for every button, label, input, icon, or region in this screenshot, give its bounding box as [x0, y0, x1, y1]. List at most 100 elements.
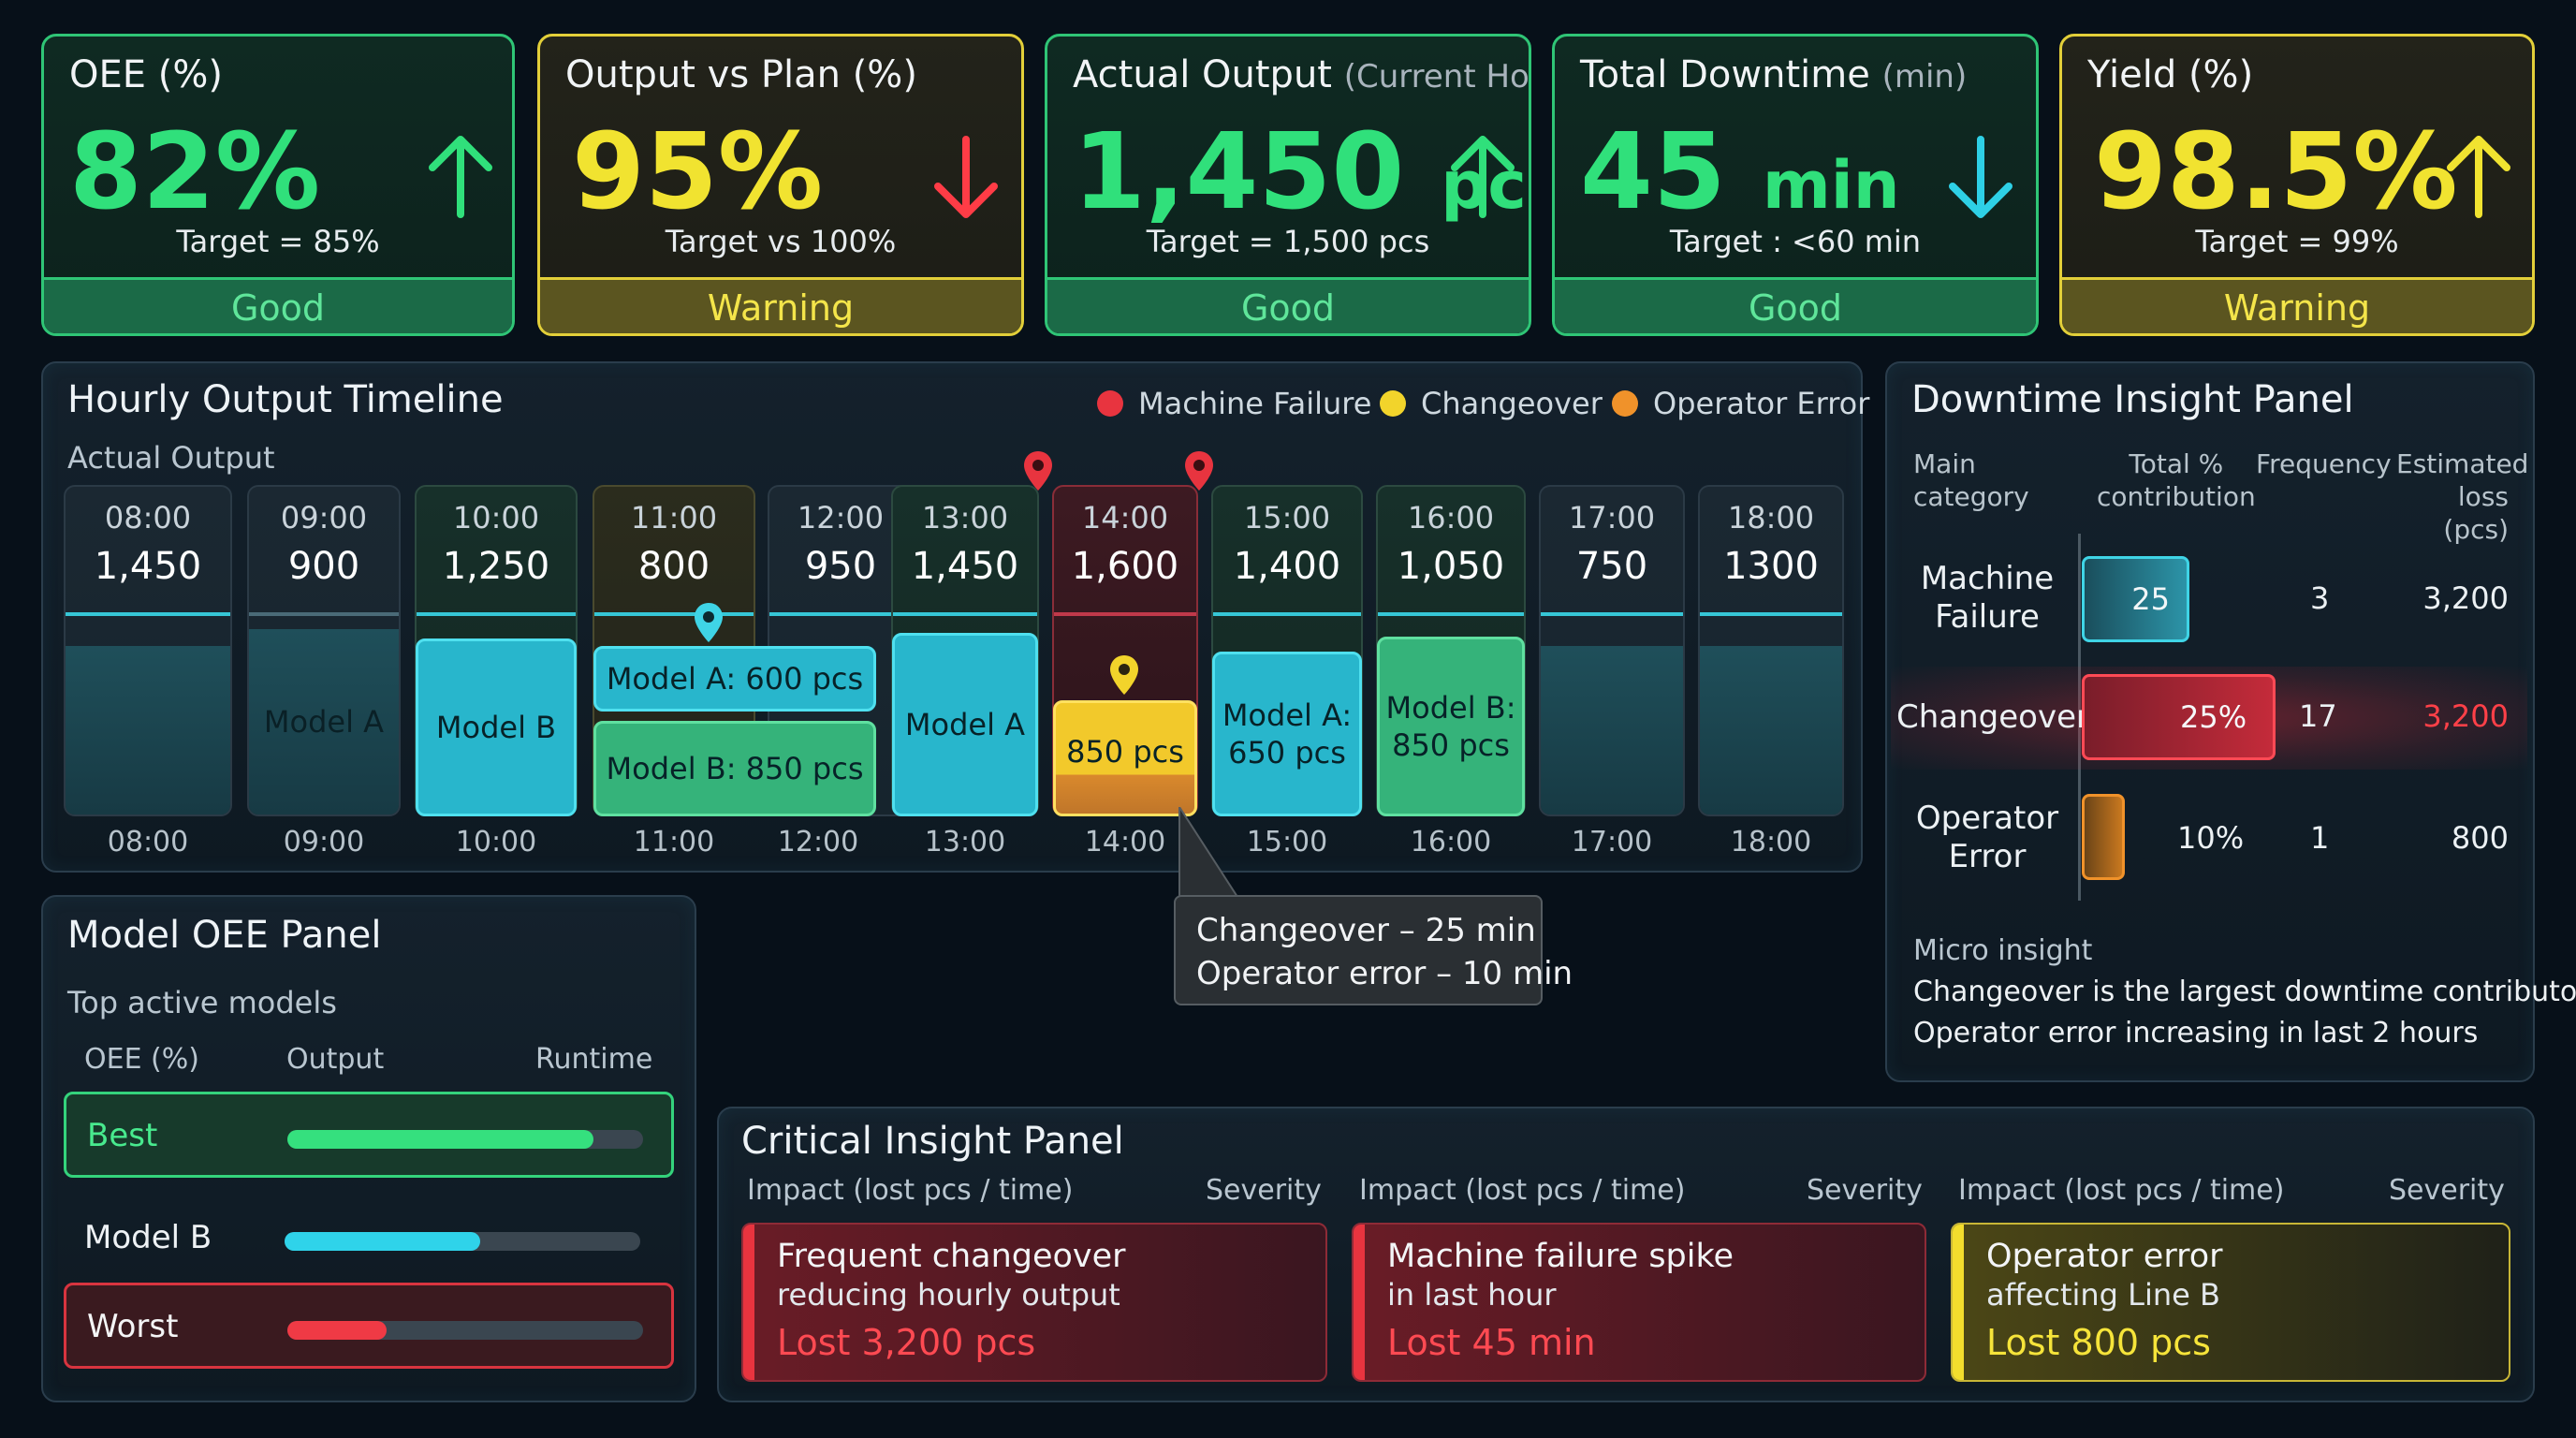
model-a-650-block[interactable]: Model A: 650 pcs [1212, 652, 1362, 816]
kpi-value: 98.5% [2094, 111, 2458, 233]
micro-insight-line: Operator error increasing in last 2 hour… [1913, 1017, 2479, 1049]
map-pin-red-icon[interactable] [1022, 449, 1054, 492]
kpi-title: Total Downtime (min) [1580, 53, 1968, 96]
arrow-up-icon [1451, 136, 1515, 218]
model-a-block[interactable]: Model A [892, 633, 1038, 816]
time-label: 17:00 [1571, 826, 1653, 858]
micro-insight-title: Micro insight [1913, 934, 2093, 967]
downtime-title: Downtime Insight Panel [1911, 378, 2354, 421]
col-header-severity: Severity [1206, 1174, 1322, 1207]
kpi-value: 82% [69, 111, 321, 233]
map-pin-yellow-icon[interactable] [1108, 653, 1140, 697]
tooltip-pointer [1178, 807, 1239, 898]
model-b-block[interactable]: Model B [416, 638, 577, 816]
model-oee-subtitle: Top active models [67, 985, 337, 1020]
map-pin-red-icon[interactable] [1183, 449, 1215, 492]
time-label: 15:00 [1246, 826, 1328, 858]
yellow-dot-icon [1380, 390, 1406, 417]
downtime-insight-panel [1885, 361, 2535, 1082]
model-b-span-block[interactable]: Model B: 850 pcs [593, 721, 876, 816]
timeline-column-1800[interactable]: 18:00 1300 [1698, 485, 1844, 816]
frequency-value: 17 [2299, 698, 2337, 734]
time-label: 11:00 [633, 826, 715, 858]
col-header-frequency: Frequency [2256, 448, 2392, 479]
kpi-title: Actual Output (Current Hour) [1073, 53, 1530, 96]
red-dot-icon [1097, 390, 1123, 417]
time-label: 08:00 [107, 826, 189, 858]
map-pin-cyan-icon[interactable] [693, 601, 724, 644]
kpi-value: 45 min [1580, 111, 1900, 233]
kpi-card-oee[interactable]: OEE (%) 82% Target = 85% Good [41, 34, 515, 336]
col-header-impact: Impact (lost pcs / time) [747, 1174, 1074, 1207]
model-a-span-block[interactable]: Model A: 600 pcs [593, 646, 876, 712]
critical-card-operator-error[interactable]: Operator error affecting Line B Lost 800… [1951, 1223, 2510, 1382]
timeline-column-0900[interactable]: 09:00 900 Model A [247, 485, 401, 816]
col-header-category: Main category [1913, 448, 2029, 512]
model-row-model-b[interactable]: Model B [64, 1196, 674, 1283]
time-label: 09:00 [283, 826, 365, 858]
col-header-oee: OEE (%) [84, 1043, 199, 1076]
frequency-value: 3 [2310, 580, 2330, 616]
time-label: 18:00 [1730, 826, 1812, 858]
model-b-850-block[interactable]: Model B: 850 pcs [1377, 637, 1525, 816]
time-label: 14:00 [1084, 826, 1166, 858]
col-header-impact: Impact (lost pcs / time) [1958, 1174, 2285, 1207]
kpi-title: Output vs Plan (%) [565, 53, 917, 96]
model-row-best[interactable]: Best [64, 1092, 674, 1178]
category-changeover: Changeover [1896, 698, 2089, 736]
changeover-block[interactable]: 850 pcs [1053, 700, 1197, 816]
kpi-target: Target vs 100% [665, 224, 897, 259]
legend-item-changeover[interactable]: Changeover [1380, 386, 1603, 421]
loss-value: 3,200 [2422, 580, 2509, 616]
status-badge: Good [1047, 277, 1529, 333]
arrow-down-icon [934, 136, 998, 218]
category-operator-error: Operator Error [1915, 800, 2059, 875]
model-oee-title: Model OEE Panel [67, 914, 382, 957]
kpi-target: Target = 85% [176, 224, 380, 259]
legend-item-operator-error[interactable]: Operator Error [1612, 386, 1869, 421]
critical-card-machine-failure[interactable]: Machine failure spike in last hour Lost … [1352, 1223, 1926, 1382]
category-machine-failure: Machine Failure [1920, 560, 2055, 636]
loss-value: 3,200 [2422, 698, 2509, 734]
col-header-runtime: Runtime [535, 1043, 653, 1076]
col-header-impact: Impact (lost pcs / time) [1359, 1174, 1686, 1207]
col-header-contribution: Total % contribution [2097, 448, 2256, 512]
arrow-up-icon [429, 136, 492, 218]
kpi-card-yield[interactable]: Yield (%) 98.5% Target = 99% Warning [2059, 34, 2535, 336]
legend-item-machine-failure[interactable]: Machine Failure [1097, 386, 1371, 421]
kpi-card-output-vs-plan[interactable]: Output vs Plan (%) 95% Target vs 100% Wa… [537, 34, 1024, 336]
arrow-up-icon [2447, 136, 2510, 218]
status-badge: Good [44, 277, 512, 333]
status-badge: Warning [540, 277, 1021, 333]
model-row-worst[interactable]: Worst [64, 1283, 674, 1369]
time-label: 10:00 [455, 826, 537, 858]
kpi-target: Target = 99% [2195, 224, 2399, 259]
contribution-bar-machine-failure[interactable]: 25 [2082, 556, 2189, 642]
critical-card-changeover[interactable]: Frequent changeover reducing hourly outp… [741, 1223, 1327, 1382]
status-badge: Good [1555, 277, 2036, 333]
time-label: 16:00 [1410, 826, 1492, 858]
critical-title: Critical Insight Panel [741, 1120, 1124, 1163]
contribution-value: 10% [2177, 820, 2245, 856]
timeline-title: Hourly Output Timeline [67, 378, 504, 421]
time-label: 13:00 [924, 826, 1006, 858]
timeline-column-0800[interactable]: 08:00 1,450 [64, 485, 232, 816]
col-header-severity: Severity [1807, 1174, 1923, 1207]
timeline-subtitle: Actual Output [67, 440, 275, 476]
axis-line [2078, 534, 2081, 901]
col-header-severity: Severity [2389, 1174, 2505, 1207]
kpi-card-actual-output[interactable]: Actual Output (Current Hour) 1,450 pcs T… [1045, 34, 1531, 336]
col-header-loss: Estimated loss (pcs) [2396, 448, 2529, 545]
frequency-value: 1 [2310, 820, 2330, 856]
timeline-column-1700[interactable]: 17:00 750 [1539, 485, 1685, 816]
kpi-card-total-downtime[interactable]: Total Downtime (min) 45 min Target : <60… [1552, 34, 2039, 336]
contribution-bar-operator-error[interactable] [2082, 794, 2125, 880]
oee-bar [287, 1321, 387, 1340]
arrow-down-icon [1949, 136, 2012, 218]
contribution-bar-changeover[interactable]: 25% [2082, 674, 2276, 760]
micro-insight-line: Changeover is the largest downtime contr… [1913, 976, 2576, 1008]
loss-value: 800 [2451, 820, 2509, 856]
kpi-target: Target : <60 min [1669, 224, 1922, 259]
tooltip: Changeover – 25 min Operator error – 10 … [1174, 895, 1573, 1005]
status-badge: Warning [2062, 277, 2532, 333]
